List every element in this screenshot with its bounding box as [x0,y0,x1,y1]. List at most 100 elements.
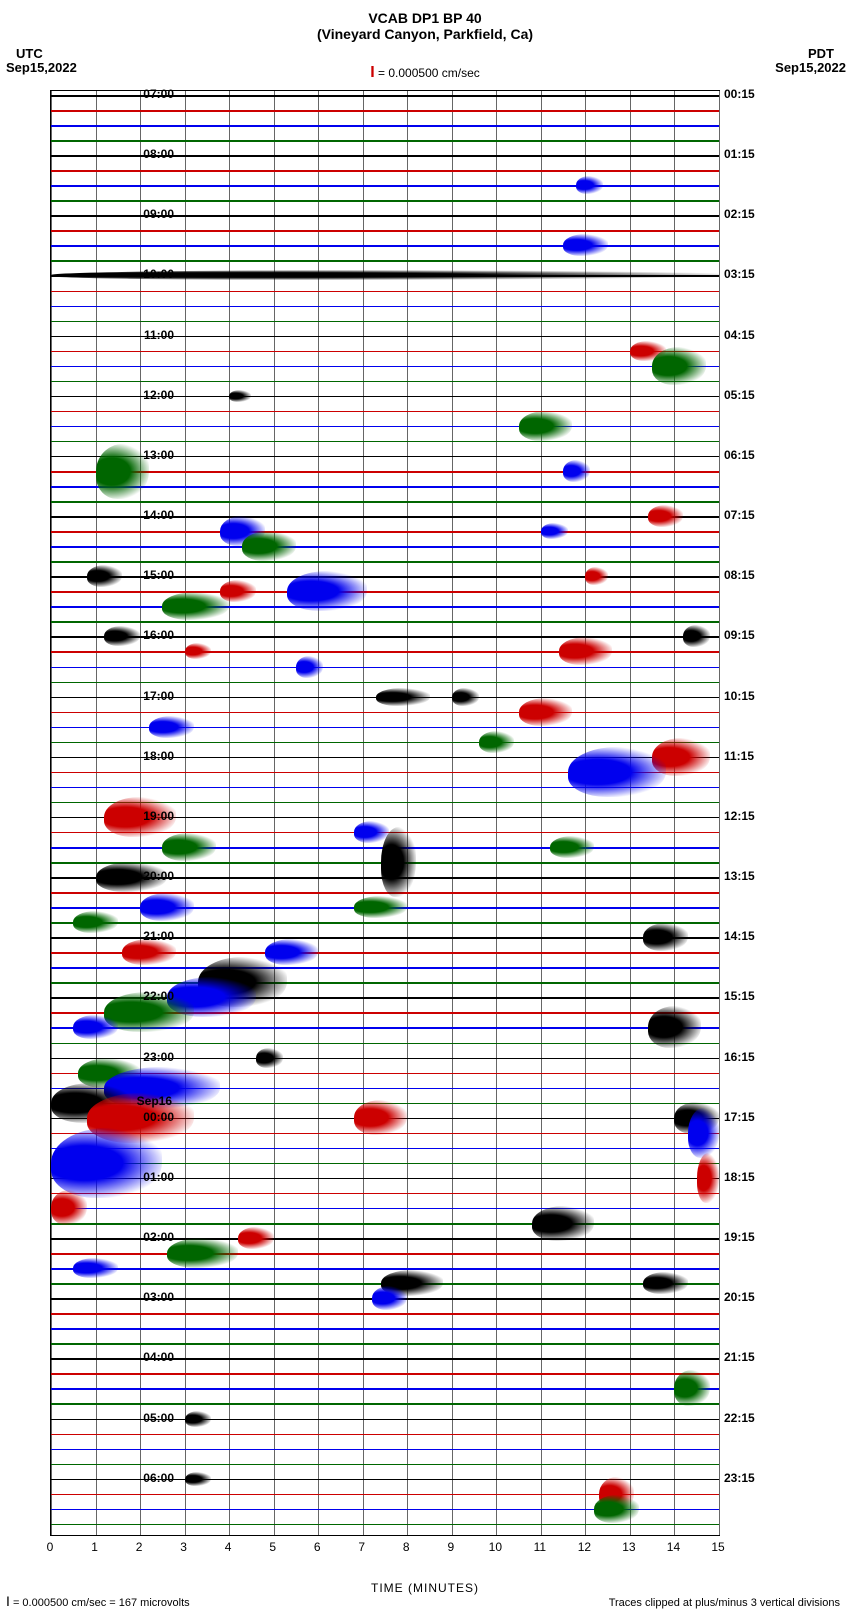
seismic-burst [229,390,251,402]
seismic-burst [643,923,688,951]
trace-line [51,501,719,503]
seismic-burst [51,1128,162,1198]
x-tick-label: 10 [489,1540,502,1554]
date-change-label: Sep16 [137,1094,172,1108]
utc-hour-label: 10:00 [143,267,174,281]
trace-line [51,1524,719,1526]
pdt-hour-label: 10:15 [724,689,755,703]
trace-line [51,1253,719,1255]
trace-line [51,471,719,473]
seismic-burst [185,1411,212,1427]
gridline [541,91,542,1535]
gridline [630,91,631,1535]
pdt-hour-label: 01:15 [724,147,755,161]
gridline [185,91,186,1535]
x-tick-label: 4 [225,1540,232,1554]
trace-line [51,712,719,714]
trace-line [51,1388,719,1390]
trace-line [51,170,719,172]
gridline [363,91,364,1535]
utc-hour-label: 08:00 [143,147,174,161]
pdt-hour-label: 07:15 [724,508,755,522]
seismic-burst [452,688,479,706]
trace-line [51,922,719,924]
trace-line [51,1343,719,1345]
chart-header: VCAB DP1 BP 40 (Vineyard Canyon, Parkfie… [0,10,850,42]
trace-line [51,591,719,593]
seismic-burst [238,1227,274,1249]
seismic-burst [149,716,194,738]
utc-hour-label: 20:00 [143,869,174,883]
trace-line [51,245,719,247]
trace-line [51,411,719,413]
gridline [274,91,275,1535]
utc-hour-label: 14:00 [143,508,174,522]
trace-line [51,351,719,353]
pdt-hour-label: 11:15 [724,749,754,763]
x-tick-label: 8 [403,1540,410,1554]
trace-line [51,667,719,669]
utc-hour-label: 04:00 [143,1350,174,1364]
utc-hour-label: 15:00 [143,568,174,582]
x-tick-label: 1 [91,1540,98,1554]
seismic-burst [563,460,590,482]
trace-line [51,1193,719,1195]
seismic-burst [372,1286,408,1310]
seismic-burst [643,1272,688,1294]
trace-line [51,185,719,187]
seismic-burst [96,444,149,499]
utc-hour-label: 05:00 [143,1411,174,1425]
trace-line [51,606,719,608]
utc-hour-label: 23:00 [143,1050,174,1064]
date-right-label: Sep15,2022 [775,60,846,75]
pdt-hour-label: 18:15 [724,1170,755,1184]
station-title: VCAB DP1 BP 40 [0,10,850,26]
pdt-hour-label: 13:15 [724,869,755,883]
seismic-burst [167,1238,238,1268]
trace-line [51,110,719,112]
trace-line [51,125,719,127]
trace-line [51,140,719,142]
pdt-hour-label: 14:15 [724,929,755,943]
trace-line [51,1373,719,1375]
scale-note: I = 0.000500 cm/sec [370,64,480,82]
utc-hour-label: 18:00 [143,749,174,763]
utc-hour-label: 22:00 [143,989,174,1003]
utc-hour-label: 13:00 [143,448,174,462]
seismic-burst [376,688,429,706]
x-tick-label: 7 [358,1540,365,1554]
seismic-burst [162,592,229,620]
gridline [229,91,230,1535]
trace-line [51,381,719,383]
utc-hour-label: 21:00 [143,929,174,943]
pdt-hour-label: 22:15 [724,1411,755,1425]
seismic-burst [594,1495,639,1523]
seismic-burst [87,565,123,587]
trace-line [51,306,719,308]
utc-hour-label: 16:00 [143,628,174,642]
trace-line [51,682,719,684]
trace-line [51,742,719,744]
trace-line [51,1464,719,1466]
x-tick-label: 12 [578,1540,591,1554]
seismic-burst [652,347,705,385]
seismic-burst [242,531,295,561]
tz-right-label: PDT [808,46,834,61]
pdt-hour-label: 03:15 [724,267,755,281]
gridline [585,91,586,1535]
x-tick-label: 11 [534,1540,546,1554]
seismic-burst [73,1258,118,1278]
seismic-burst [287,571,367,611]
utc-hour-label: 01:00 [143,1170,174,1184]
trace-line [51,1313,719,1315]
trace-line [51,967,719,969]
seismic-burst [354,896,407,918]
trace-line [51,546,719,548]
tz-left-label: UTC [16,46,43,61]
seismic-burst [532,1206,594,1241]
seismic-burst [354,1100,407,1135]
trace-line [51,1403,719,1405]
gridline [719,91,720,1535]
utc-hour-label: 11:00 [144,328,174,342]
pdt-hour-label: 00:15 [724,87,755,101]
